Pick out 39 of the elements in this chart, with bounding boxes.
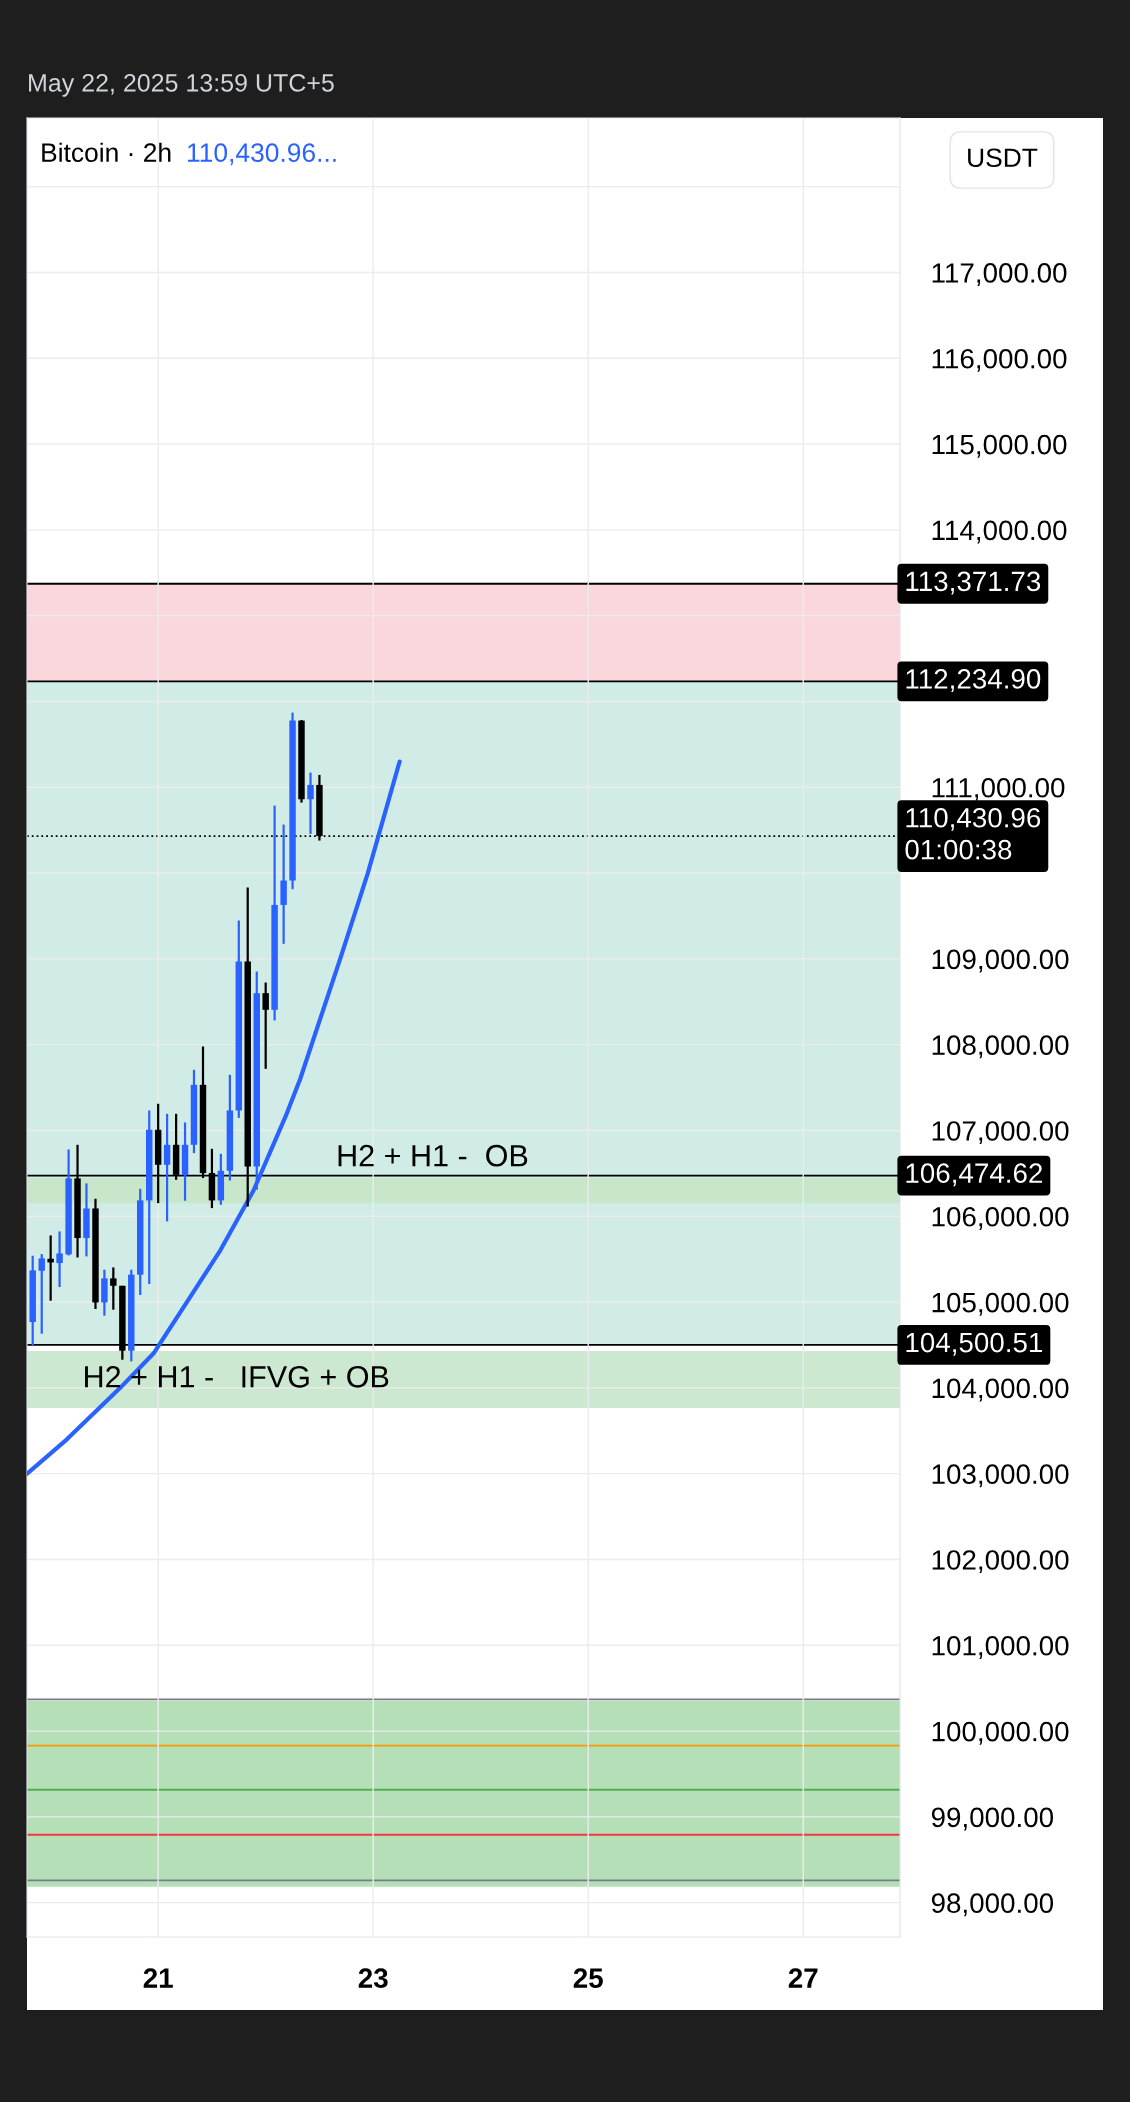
y-tick-label: 107,000.00	[932, 1121, 1069, 1145]
y-tick-label: 98,000.00	[931, 1893, 1054, 1917]
y-tick-label: 106,000.00	[932, 1206, 1069, 1230]
y-tick-label: 105,000.00	[932, 1292, 1069, 1316]
y-tick-label: 108,000.00	[932, 1035, 1069, 1059]
candlestick	[262, 981, 269, 1070]
x-tick-label: 23	[358, 1968, 388, 1988]
y-tick-label: 103,000.00	[932, 1464, 1069, 1488]
ref-line-label: 112,234.90	[906, 669, 1041, 693]
x-tick-label: 27	[788, 1968, 818, 1988]
y-tick-label: 104,000.00	[932, 1378, 1069, 1402]
candlestick	[163, 1112, 171, 1223]
candlestick	[38, 1252, 45, 1335]
y-tick-label: 111,000.00	[932, 777, 1065, 801]
y-tick-label: 109,000.00	[932, 949, 1069, 973]
y-tick-label: 115,000.00	[932, 434, 1067, 458]
candlestick	[110, 1266, 117, 1311]
text: May 22, 2025 13:59 UTC+5	[29, 74, 334, 97]
candlestick	[307, 771, 314, 836]
ref-line-label: 104,500.51	[906, 1332, 1043, 1356]
text: Bitcoin · 2h	[42, 142, 171, 163]
y-tick-label: 117,000.00	[932, 263, 1067, 287]
ref-line-label: 110,430.96 01:00:38	[905, 807, 1041, 860]
line-series	[27, 759, 402, 1476]
y-tick-label: 101,000.00	[932, 1635, 1069, 1659]
text: 110,430.96...	[188, 143, 336, 166]
x-tick-label: 21	[143, 1968, 173, 1988]
band-label: H2 + H1 - OB	[338, 1144, 528, 1167]
y-tick-label: 100,000.00	[932, 1721, 1069, 1745]
ref-line-label: 113,371.73	[906, 571, 1041, 595]
y-tick-label: 116,000.00	[932, 348, 1067, 372]
y-tick-label: 114,000.00	[932, 520, 1067, 544]
x-tick-label: 25	[573, 1968, 603, 1988]
band-label: H2 + H1 - IFVG + OB	[85, 1366, 389, 1388]
ref-line-label: 106,474.62	[906, 1163, 1042, 1187]
y-tick-label: 102,000.00	[932, 1550, 1069, 1574]
y-axis-title: USDT	[968, 148, 1038, 168]
candlestick	[56, 1230, 63, 1289]
y-tick-label: 99,000.00	[931, 1807, 1054, 1831]
